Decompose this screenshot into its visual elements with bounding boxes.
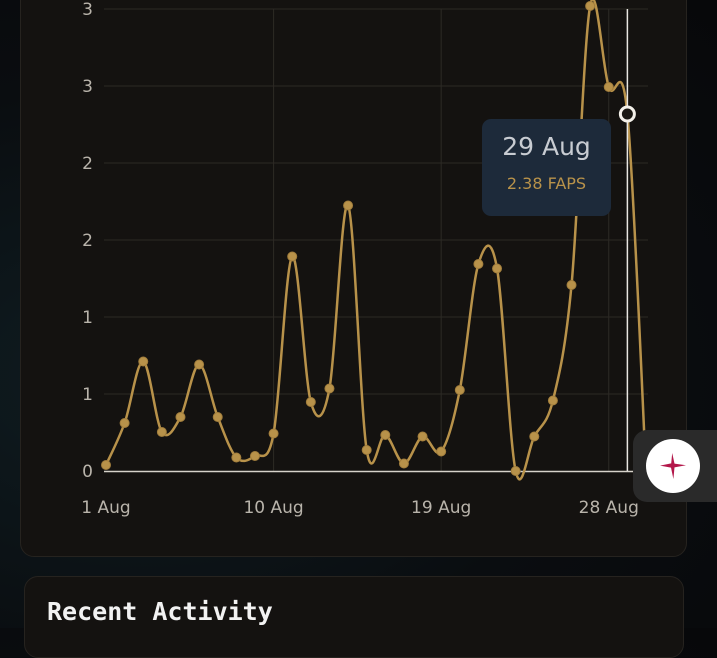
- data-points: [101, 1, 651, 476]
- data-point[interactable]: [212, 412, 223, 422]
- data-point[interactable]: [305, 397, 316, 407]
- fab-container: [633, 430, 717, 502]
- data-point[interactable]: [547, 395, 558, 406]
- highlight-point[interactable]: [618, 105, 636, 123]
- y-tick-label: 1: [82, 308, 93, 328]
- data-point[interactable]: [249, 451, 260, 461]
- data-point[interactable]: [492, 263, 503, 274]
- data-point[interactable]: [324, 383, 335, 394]
- data-point[interactable]: [361, 445, 372, 455]
- tooltip-value: 2.38 FAPS: [506, 174, 587, 193]
- x-tick-label: 1 Aug: [81, 498, 130, 518]
- data-point[interactable]: [287, 251, 298, 262]
- data-point[interactable]: [231, 452, 242, 463]
- ai-assistant-button[interactable]: [646, 439, 700, 493]
- data-point[interactable]: [585, 1, 596, 11]
- data-point[interactable]: [473, 259, 484, 269]
- y-tick-label: 0: [82, 462, 93, 482]
- chart-tooltip: 29 Aug 2.38 FAPS: [482, 119, 611, 216]
- y-tick-label: 2: [82, 231, 93, 251]
- data-point[interactable]: [343, 200, 354, 211]
- data-point[interactable]: [529, 431, 540, 442]
- data-point[interactable]: [119, 418, 130, 428]
- y-tick-label: 3: [82, 77, 93, 97]
- recent-activity-card: Recent Activity: [24, 576, 684, 658]
- y-axis-ticks: 0 1 1 2 2 3 3: [82, 0, 93, 482]
- data-point[interactable]: [380, 430, 391, 440]
- data-point[interactable]: [156, 427, 167, 437]
- data-point[interactable]: [436, 446, 447, 457]
- recent-activity-title: Recent Activity: [47, 597, 273, 626]
- data-point[interactable]: [510, 466, 521, 476]
- x-tick-label: 19 Aug: [411, 498, 471, 518]
- data-point[interactable]: [175, 412, 186, 422]
- y-tick-label: 1: [82, 385, 93, 405]
- data-point[interactable]: [417, 431, 428, 442]
- tooltip-date: 29 Aug: [502, 132, 591, 161]
- data-point[interactable]: [566, 280, 577, 290]
- data-point[interactable]: [603, 82, 614, 92]
- data-point[interactable]: [138, 356, 149, 367]
- line-chart[interactable]: 0 1 1 2 2 3 3 1 Aug 10 Aug 19 Aug 28 Aug: [21, 0, 686, 556]
- data-point[interactable]: [398, 458, 409, 469]
- x-tick-label: 10 Aug: [243, 498, 303, 518]
- sparkle-icon: [660, 453, 686, 479]
- y-tick-label: 2: [82, 154, 93, 174]
- data-point[interactable]: [194, 359, 205, 370]
- chart-card: 0 1 1 2 2 3 3 1 Aug 10 Aug 19 Aug 28 Aug: [20, 0, 687, 557]
- x-axis-ticks: 1 Aug 10 Aug 19 Aug 28 Aug: [81, 498, 639, 518]
- chart-grid: [104, 8, 648, 471]
- x-tick-label: 28 Aug: [579, 498, 639, 518]
- data-point[interactable]: [454, 385, 465, 395]
- data-point[interactable]: [101, 460, 111, 470]
- y-tick-label: 3: [82, 0, 93, 20]
- data-point[interactable]: [268, 428, 279, 439]
